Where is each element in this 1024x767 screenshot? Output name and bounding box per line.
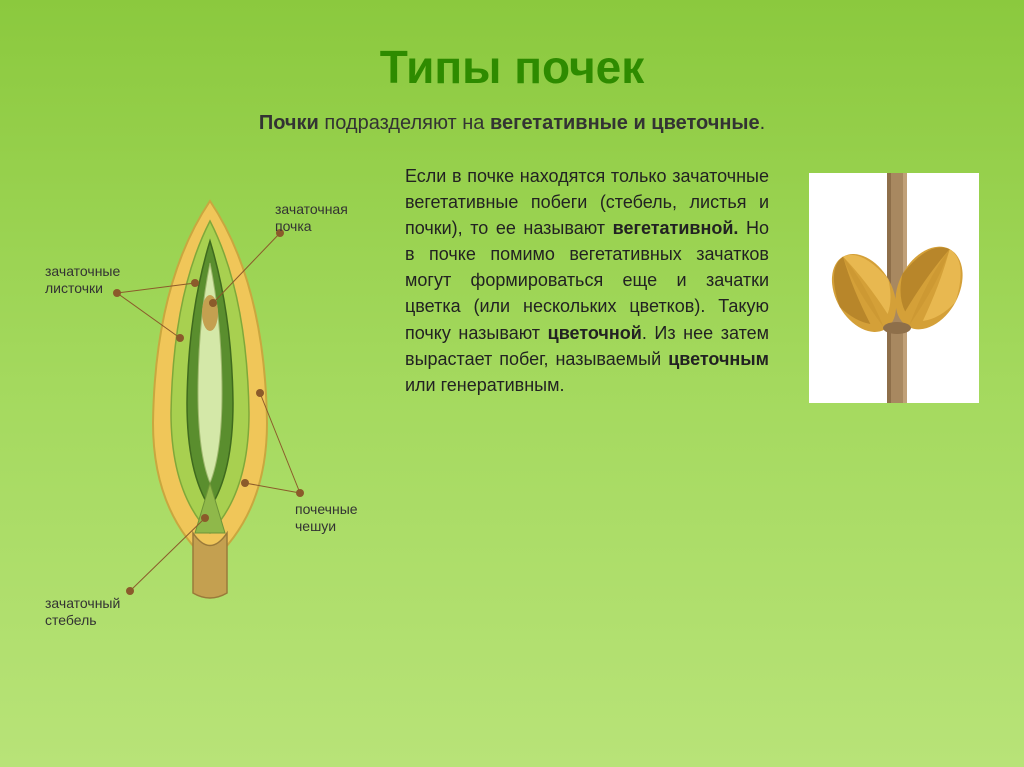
subtitle-bold-2: вегетативные и цветочные	[490, 112, 760, 134]
subtitle-text-2: .	[760, 112, 766, 134]
subtitle: Почки подразделяют на вегетативные и цве…	[45, 112, 979, 135]
content-row: зачаточныелисточки зачаточнаяпочка почеч…	[45, 163, 979, 643]
subtitle-text-1: подразделяют на	[319, 112, 490, 134]
label-zachat-stebel: зачаточныйстебель	[45, 595, 145, 629]
body-1f: цветочным	[668, 349, 769, 369]
body-1d: цветочной	[548, 323, 642, 343]
label-pochech-cheshui: почечныечешуи	[295, 501, 385, 535]
page-title: Типы почек	[45, 40, 979, 94]
body-1b: вегетативной.	[613, 218, 739, 238]
subtitle-bold-1: Почки	[259, 112, 319, 134]
bud-diagram: зачаточныелисточки зачаточнаяпочка почеч…	[45, 163, 375, 643]
flower-bud-image	[809, 173, 979, 403]
label-zachat-pochka: зачаточнаяпочка	[275, 201, 375, 235]
body-text: Если в почке находятся только зачаточные…	[405, 163, 779, 398]
flower-bud-svg	[809, 173, 979, 403]
bud-svg	[45, 163, 375, 643]
body-1g: или генеративным.	[405, 375, 565, 395]
label-zachat-listochki: зачаточныелисточки	[45, 263, 130, 297]
